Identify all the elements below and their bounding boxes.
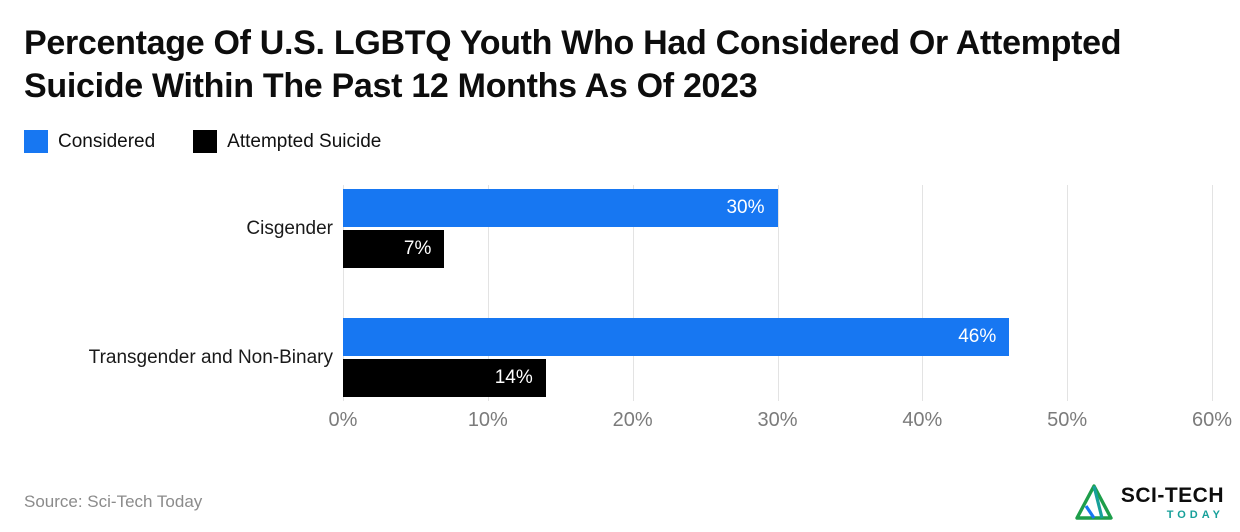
gridline-layer <box>343 185 1213 402</box>
x-tick-label: 30% <box>757 409 798 432</box>
logo-text-secondary: TODAY <box>1166 508 1224 521</box>
x-tick-label: 50% <box>1047 409 1088 432</box>
category-label-transgender-nonbinary: Transgender and Non-Binary <box>88 346 333 368</box>
scitech-today-logo: SCI-TECH TODAY <box>1073 482 1224 522</box>
bar-attempted-cisgender: 7% <box>343 230 445 269</box>
bar-group-transgender-nonbinary: 46% 14% <box>343 318 1212 398</box>
bar-value-label: 7% <box>403 238 432 260</box>
x-tick-label: 10% <box>467 409 508 432</box>
x-tick-label: 20% <box>612 409 653 432</box>
category-labels: Cisgender Transgender and Non-Binary <box>24 189 343 397</box>
gridline <box>632 185 634 402</box>
plot-area: 30% 7% 46% 14% <box>343 185 1213 402</box>
gridline <box>343 185 344 402</box>
gridline <box>777 185 779 402</box>
x-tick-label: 60% <box>1191 409 1233 432</box>
legend-label-attempted: Attempted Suicide <box>227 130 382 152</box>
bar-value-label: 30% <box>726 197 765 219</box>
gridline <box>1067 185 1069 402</box>
legend-label-considered: Considered <box>58 130 156 152</box>
x-tick-label: 40% <box>902 409 943 432</box>
gridline <box>487 185 489 402</box>
legend-item-attempted: Attempted Suicide <box>193 130 382 154</box>
source-note: Source: Sci-Tech Today <box>24 492 203 511</box>
gridline <box>922 185 924 402</box>
category-label-cisgender: Cisgender <box>246 217 333 239</box>
legend-swatch-attempted <box>193 130 218 154</box>
bar-chart: Cisgender Transgender and Non-Binary 30%… <box>24 185 1213 402</box>
legend-item-considered: Considered <box>24 130 156 154</box>
x-axis: 0% 10% 20% 30% 40% 50% 60% <box>329 409 1232 437</box>
bar-group-cisgender: 30% 7% <box>343 189 1212 269</box>
legend-swatch-considered <box>24 130 48 154</box>
chart-title: Percentage Of U.S. LGBTQ Youth Who Had C… <box>24 24 1122 106</box>
logo-text-primary: SCI-TECH <box>1120 483 1224 507</box>
logo-text: SCI-TECH TODAY <box>1121 484 1224 521</box>
gridline <box>1212 185 1213 402</box>
legend: Considered Attempted Suicide <box>24 130 1212 154</box>
x-tick-label: 0% <box>328 409 358 432</box>
logo-triangle-icon <box>1075 484 1113 520</box>
bar-attempted-transgender-nonbinary: 14% <box>343 359 546 398</box>
x-axis-row: 0% 10% 20% 30% 40% 50% 60% <box>24 409 1232 437</box>
bar-value-label: 46% <box>958 326 997 348</box>
bar-considered-cisgender: 30% <box>343 189 778 228</box>
bar-value-label: 14% <box>494 367 533 389</box>
bar-considered-transgender-nonbinary: 46% <box>343 318 1010 357</box>
